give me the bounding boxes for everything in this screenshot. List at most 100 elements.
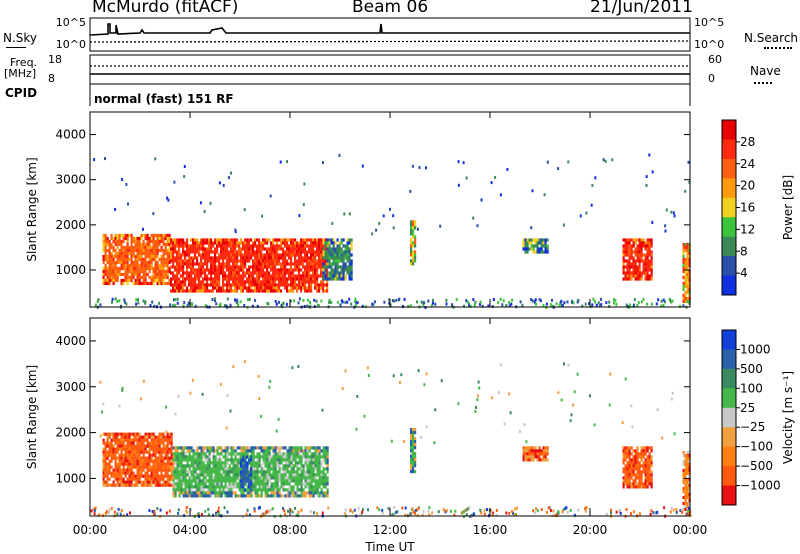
- data-cell: [220, 262, 223, 266]
- data-cell: [338, 274, 341, 278]
- data-cell: [266, 479, 269, 483]
- data-cell: [310, 289, 313, 293]
- data-cell: [158, 263, 161, 268]
- data-cell: [212, 452, 215, 456]
- data-cell: [106, 269, 109, 274]
- data-cell: [272, 262, 275, 266]
- data-cell: [102, 459, 105, 463]
- data-cell: [316, 494, 319, 498]
- data-cell: [132, 266, 135, 271]
- data-cell: [220, 491, 223, 495]
- data-cell: [200, 241, 203, 245]
- data-cell: [410, 428, 413, 432]
- data-cell: [344, 274, 347, 278]
- data-cell: [142, 441, 145, 445]
- data-cell: [162, 456, 165, 460]
- data-cell: [198, 271, 201, 275]
- data-cell: [278, 461, 281, 465]
- data-cell: [206, 274, 209, 278]
- data-cell: [326, 256, 329, 260]
- data-cell: [526, 244, 529, 248]
- data-cell: [284, 238, 287, 242]
- data-cell: [214, 250, 217, 254]
- data-cell: [112, 263, 115, 268]
- data-cell: [544, 455, 547, 459]
- data-cell: [284, 473, 287, 477]
- ground-scatter-cell: [422, 303, 425, 307]
- data-cell: [686, 468, 689, 473]
- data-cell: [114, 441, 117, 445]
- data-cell: [164, 471, 167, 475]
- data-cell: [292, 473, 295, 477]
- data-cell: [320, 473, 323, 477]
- data-cell: [242, 470, 245, 474]
- data-cell: [234, 244, 237, 248]
- data-cell: [276, 452, 279, 456]
- data-cell: [412, 461, 415, 465]
- data-cell: [218, 277, 221, 281]
- data-cell: [206, 256, 209, 260]
- data-cell: [180, 256, 183, 260]
- ground-scatter-cell: [360, 512, 363, 516]
- data-cell: [138, 272, 141, 277]
- data-cell: [302, 244, 305, 248]
- data-cell: [104, 281, 107, 286]
- data-cell: [260, 244, 263, 248]
- data-cell: [116, 251, 119, 256]
- data-cell: [140, 435, 143, 439]
- data-cell: [264, 289, 267, 293]
- data-cell: [128, 435, 131, 439]
- data-cell: [172, 244, 175, 248]
- data-cell: [172, 250, 175, 254]
- data-cell: [650, 268, 653, 272]
- data-cell: [130, 447, 133, 451]
- data-cell: [166, 456, 169, 460]
- data-cell: [274, 464, 277, 468]
- data-cell: [186, 265, 189, 269]
- data-cell: [336, 238, 339, 242]
- data-cell: [336, 247, 339, 251]
- data-cell: [682, 251, 685, 256]
- data-cell: [252, 446, 255, 450]
- data-cell: [410, 452, 413, 456]
- data-cell: [302, 259, 305, 263]
- ground-scatter-cell: [610, 511, 612, 515]
- data-cell: [220, 286, 223, 290]
- data-cell: [410, 467, 413, 471]
- data-cell: [182, 289, 185, 293]
- data-cell: [644, 470, 647, 474]
- data-cell: [166, 257, 169, 262]
- data-cell: [136, 483, 139, 487]
- data-cell: [202, 488, 205, 492]
- data-cell: [414, 235, 417, 239]
- ground-scatter-cell: [94, 506, 97, 510]
- data-cell: [116, 233, 119, 238]
- data-cell: [194, 280, 197, 284]
- data-cell: [332, 274, 335, 278]
- data-cell: [306, 467, 309, 471]
- ground-scatter-cell: [422, 510, 425, 513]
- data-cell: [128, 263, 131, 268]
- data-cell: [154, 260, 157, 265]
- data-cell: [326, 491, 329, 495]
- data-cell: [154, 272, 157, 277]
- ground-scatter-cell: [675, 511, 678, 514]
- data-cell: [256, 271, 259, 275]
- data-cell: [320, 265, 323, 269]
- data-cell: [262, 253, 265, 257]
- data-cell: [118, 480, 121, 484]
- data-cell: [202, 473, 205, 477]
- data-cell: [522, 458, 525, 462]
- data-cell: [340, 265, 343, 269]
- data-cell: [296, 470, 299, 474]
- data-cell: [530, 455, 533, 459]
- data-cell: [686, 477, 689, 482]
- noise-cell: [530, 226, 533, 230]
- data-cell: [144, 438, 147, 442]
- data-cell: [270, 488, 273, 492]
- data-cell: [350, 271, 353, 275]
- data-cell: [136, 257, 139, 262]
- data-cell: [212, 482, 215, 486]
- data-cell: [686, 290, 689, 295]
- data-cell: [154, 462, 157, 466]
